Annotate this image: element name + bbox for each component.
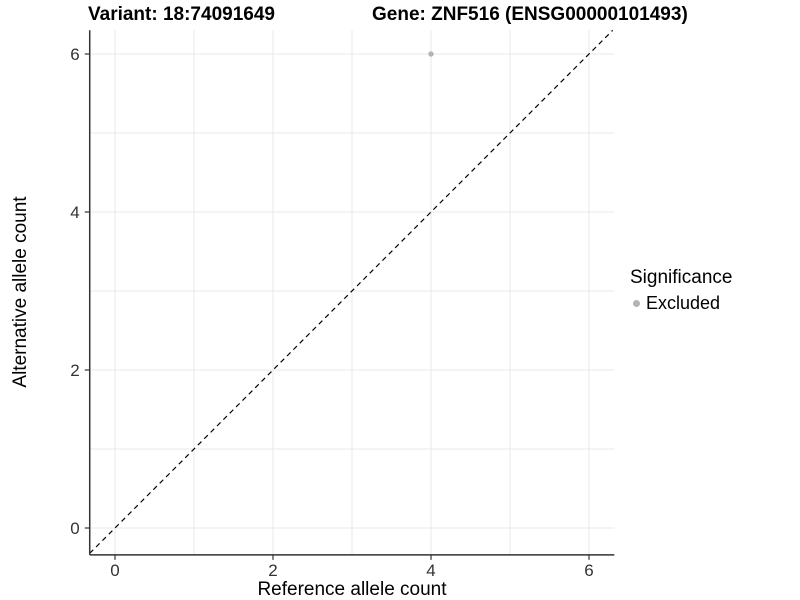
data-point	[428, 51, 434, 57]
y-tick-label: 6	[70, 45, 79, 64]
legend-entry-excluded: Excluded	[630, 293, 732, 314]
legend-title: Significance	[630, 267, 733, 288]
x-tick-label: 2	[268, 561, 277, 580]
y-tick-label: 0	[70, 519, 79, 538]
legend-key-dot-icon	[633, 300, 640, 307]
variant-title: Variant: 18:74091649	[88, 4, 275, 25]
gene-title: Gene: ZNF516 (ENSG00000101493)	[372, 4, 688, 25]
identity-dashed-line	[89, 29, 614, 554]
y-axis-title: Alternative allele count	[10, 196, 31, 388]
x-tick-label: 6	[584, 561, 593, 580]
x-tick-label: 0	[110, 561, 119, 580]
x-axis-title: Reference allele count	[257, 579, 447, 600]
legend: Significance Excluded	[630, 267, 732, 314]
y-tick-label: 2	[70, 361, 79, 380]
x-tick-label: 4	[426, 561, 435, 580]
legend-entry-label: Excluded	[646, 293, 721, 313]
y-tick-label: 4	[70, 203, 79, 222]
